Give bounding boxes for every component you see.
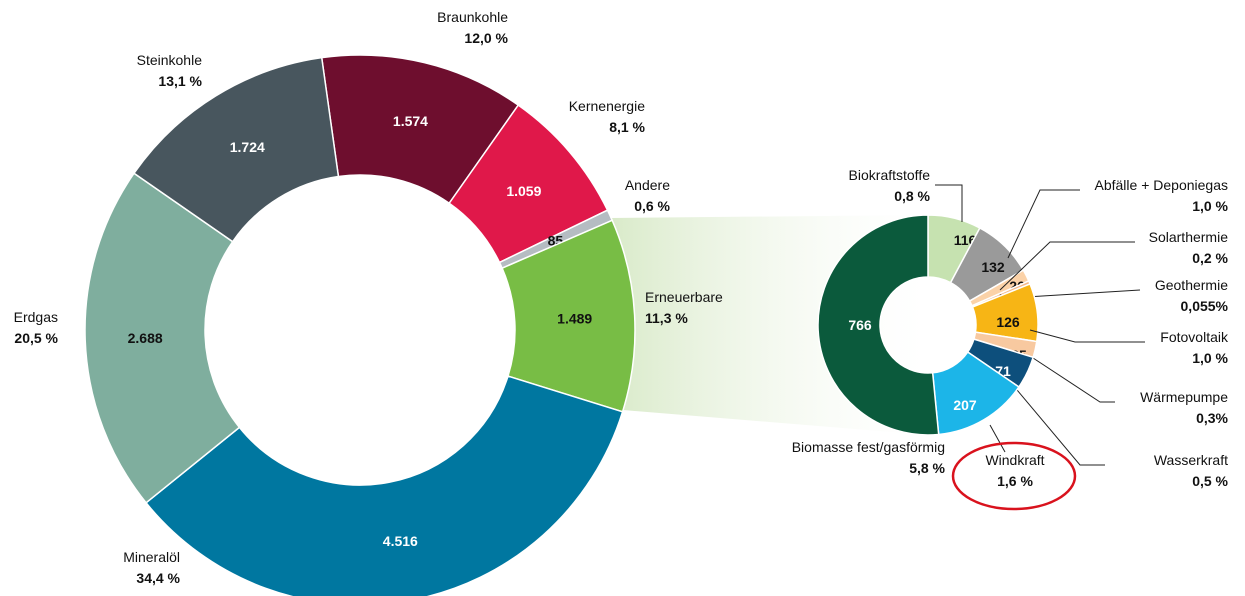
category-label: Biomasse fest/gasförmig — [792, 439, 945, 455]
slice — [84, 172, 241, 504]
share-label: 34,4 % — [136, 570, 180, 586]
share-label: 5,8 % — [909, 460, 945, 476]
category-label: Braunkohle — [437, 9, 508, 25]
plot: 1.574 Braunkohle 12,0 % 1.059 Kernenergie 8,1… — [14, 9, 1229, 596]
share-label: 0,2 % — [1192, 250, 1228, 266]
category-label: Abfälle + Deponiegas — [1095, 177, 1229, 193]
leader-line — [1011, 383, 1105, 466]
value-label: 126 — [996, 314, 1020, 330]
category-label: Erdgas — [14, 309, 58, 325]
category-label: Solarthermie — [1149, 229, 1229, 245]
leader-line — [1007, 189, 1080, 259]
category-label: Wärmepumpe — [1140, 389, 1228, 405]
slice — [144, 375, 624, 596]
category-label: Fotovoltaik — [1160, 329, 1229, 345]
share-label: 12,0 % — [464, 30, 508, 46]
share-label: 13,1 % — [158, 73, 202, 89]
value-label: 1.059 — [506, 183, 541, 199]
share-label: 0,5 % — [1192, 473, 1228, 489]
category-label: Wasserkraft — [1154, 452, 1228, 468]
leader-line — [935, 184, 963, 222]
category-label: Andere — [625, 177, 670, 193]
category-label: Windkraft — [985, 452, 1044, 468]
leader-line — [1029, 329, 1145, 343]
leader-line — [1029, 355, 1115, 403]
value-label: 1.574 — [393, 113, 428, 129]
category-label: Biokraftstoffe — [849, 167, 931, 183]
share-label: 1,0 % — [1192, 350, 1228, 366]
category-label: Mineralöl — [123, 549, 180, 565]
value-label: 132 — [981, 259, 1005, 275]
value-label: 1.489 — [557, 310, 592, 326]
share-label: 0,055% — [1181, 298, 1229, 314]
share-label: 20,5 % — [14, 330, 58, 346]
share-label: 8,1 % — [609, 119, 645, 135]
slice — [133, 56, 340, 243]
value-label: 2.688 — [128, 330, 163, 346]
share-label: 0,6 % — [634, 198, 670, 214]
category-label: Steinkohle — [137, 52, 203, 68]
value-label: 207 — [953, 397, 977, 413]
category-label: Erneuerbare — [645, 289, 723, 305]
highlight-ellipse — [951, 441, 1077, 511]
share-label: 1,6 % — [997, 473, 1033, 489]
leader-line — [989, 424, 1006, 453]
share-label: 0,3% — [1196, 410, 1228, 426]
share-label: 1,0 % — [1192, 198, 1228, 214]
value-label: 4.516 — [383, 533, 418, 549]
category-label: Geothermie — [1155, 277, 1228, 293]
value-label: 1.724 — [230, 139, 265, 155]
value-label: 766 — [848, 317, 872, 333]
leader-line — [999, 241, 1135, 291]
slice — [817, 214, 940, 436]
share-label: 11,3 % — [645, 310, 688, 326]
category-label: Kernenergie — [569, 98, 645, 114]
share-label: 0,8 % — [894, 188, 930, 204]
